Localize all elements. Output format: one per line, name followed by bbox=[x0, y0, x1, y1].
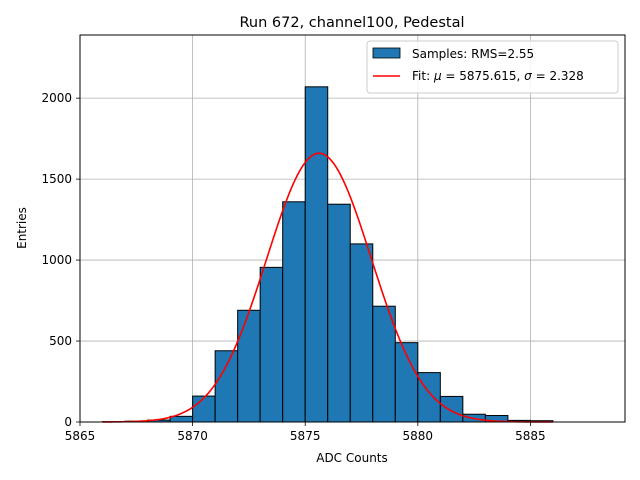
histogram-bar bbox=[282, 201, 306, 423]
histogram-bar bbox=[169, 415, 194, 423]
x-tick-label: 5875 bbox=[290, 429, 321, 443]
y-axis-ticks: 0 500 1000 1500 2000 bbox=[41, 91, 80, 429]
legend-sigma-symbol: σ bbox=[524, 69, 532, 83]
legend-mu-symbol: μ bbox=[433, 69, 442, 83]
plot-frame bbox=[79, 34, 626, 423]
fit-curve bbox=[102, 152, 553, 423]
y-tick-label: 2000 bbox=[41, 91, 72, 105]
y-axis-label: Entries bbox=[15, 207, 29, 249]
x-tick-label: 5885 bbox=[515, 429, 546, 443]
legend-mu-value: = 5875.615, bbox=[442, 69, 525, 83]
histogram-bar bbox=[372, 305, 396, 423]
chart-title: Run 672, channel100, Pedestal bbox=[239, 15, 464, 31]
y-tick-label: 1500 bbox=[41, 172, 72, 186]
x-axis-ticks: 5865 5870 5875 5880 5885 bbox=[65, 422, 546, 443]
histogram-bar bbox=[259, 266, 284, 423]
x-axis-label: ADC Counts bbox=[316, 451, 388, 465]
histogram-bar bbox=[417, 372, 441, 423]
legend-box bbox=[366, 40, 619, 94]
histogram-bar bbox=[192, 395, 216, 423]
legend: Samples: RMS=2.55 Fit: μ = 5875.615, σ =… bbox=[366, 40, 619, 94]
legend-swatch-samples bbox=[372, 47, 401, 59]
y-tick-label: 1000 bbox=[41, 253, 72, 267]
histogram-bar bbox=[439, 395, 464, 423]
histogram-bar bbox=[237, 309, 261, 423]
y-tick-label: 0 bbox=[64, 415, 72, 429]
x-tick-label: 5870 bbox=[177, 429, 208, 443]
histogram-bar bbox=[214, 350, 239, 423]
x-tick-label: 5865 bbox=[65, 429, 96, 443]
histogram-bar bbox=[327, 203, 351, 423]
histogram-bar bbox=[304, 86, 329, 423]
y-tick-label: 500 bbox=[49, 334, 72, 348]
legend-label-samples: Samples: RMS=2.55 bbox=[412, 47, 534, 61]
legend-sigma-value: = 2.328 bbox=[532, 69, 584, 83]
histogram-bars bbox=[102, 86, 554, 423]
x-tick-label: 5880 bbox=[403, 429, 434, 443]
legend-label-fit: Fit: μ = 5875.615, σ = 2.328 bbox=[412, 69, 584, 83]
histogram-bar bbox=[349, 243, 374, 423]
legend-fit-prefix: Fit: bbox=[412, 69, 434, 83]
